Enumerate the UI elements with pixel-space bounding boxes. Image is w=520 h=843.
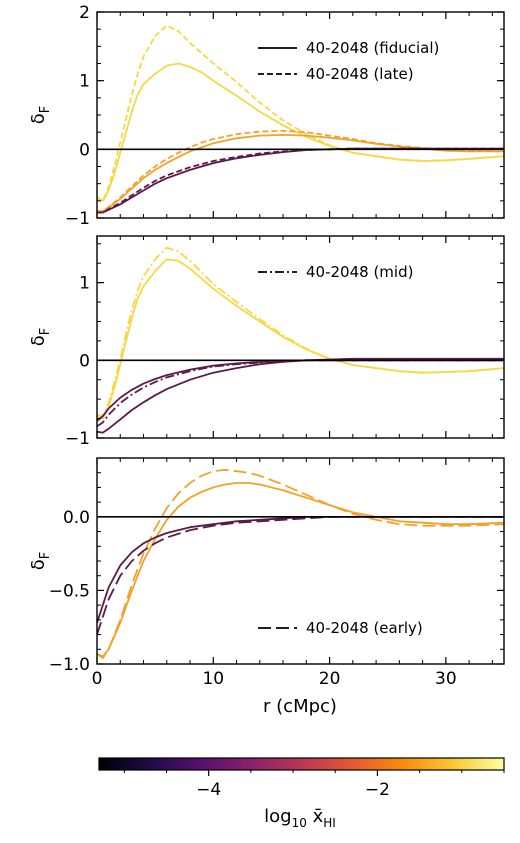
panel-top: −1 0 1 2 δF 40-2048 (fiducial) 40-2048 (late…	[28, 3, 505, 229]
series-line-bottom-0	[97, 482, 504, 658]
series-line-top-4	[97, 147, 504, 214]
legend-label: 40-2048 (late)	[306, 65, 414, 83]
panel-middle-ylabel: δF	[28, 328, 53, 347]
legend-label: 40-2048 (early)	[306, 619, 423, 637]
legend-label: 40-2048 (fiducial)	[306, 39, 439, 57]
colorbar-ticks: −4 −2	[123, 770, 505, 800]
y-tick-label: 0	[79, 351, 90, 371]
series-line-top-2	[97, 134, 504, 212]
x-tick-label: 0	[92, 669, 103, 689]
x-tick-label: 30	[435, 669, 457, 689]
y-tick-label: 0.0	[63, 508, 90, 528]
colorbar: −4 −2 log10 x̄HI	[98, 757, 505, 830]
series-line-middle-1	[97, 246, 504, 418]
panel-top-series	[97, 24, 504, 214]
panel-top-frame	[96, 11, 505, 219]
colorbar-gradient	[98, 757, 505, 771]
y-tick-label: 2	[79, 3, 90, 23]
colorbar-label: log10 x̄HI	[264, 806, 336, 830]
panel-bottom-ylabel: δF	[28, 552, 53, 571]
legend-label: 40-2048 (mid)	[306, 263, 413, 281]
panel-top-legend: 40-2048 (fiducial) 40-2048 (late)	[258, 39, 439, 83]
panel-bottom-frame	[96, 457, 505, 665]
x-axis-label: r (cMpc)	[263, 696, 337, 717]
panel-middle-frame	[96, 235, 505, 439]
series-line-top-3	[97, 129, 504, 212]
panel-middle: −1 0 1 δF 40-2048 (mid)	[28, 235, 505, 449]
panel-middle-legend: 40-2048 (mid)	[258, 263, 413, 281]
panel-middle-series	[97, 246, 504, 434]
x-tick-label: 20	[319, 669, 341, 689]
y-tick-label: 1	[79, 274, 90, 294]
y-tick-label: −1	[65, 429, 90, 449]
y-tick-label: −0.5	[49, 581, 90, 601]
panel-bottom-legend: 40-2048 (early)	[258, 619, 423, 637]
panel-middle-ticks: −1 0 1	[65, 236, 504, 449]
y-tick-label: −1.0	[49, 655, 90, 675]
series-line-middle-4	[97, 359, 504, 428]
panel-bottom-ticks: −1.0 −0.5 0.0 0 10 20 30	[49, 457, 504, 689]
series-line-middle-3	[97, 359, 504, 422]
x-tick-label: 10	[202, 669, 224, 689]
panel-bottom: −1.0 −0.5 0.0 0 10 20 30 δF 40-2048 (early) r …	[28, 457, 505, 717]
series-line-top-5	[97, 147, 504, 214]
series-line-bottom-1	[97, 468, 504, 659]
y-tick-label: 0	[79, 140, 90, 160]
y-tick-label: 1	[79, 72, 90, 92]
y-tick-label: −1	[65, 209, 90, 229]
panel-top-ylabel: δF	[28, 106, 53, 125]
series-line-top-1	[97, 24, 504, 202]
colorbar-tick-label: −4	[196, 780, 221, 800]
colorbar-tick-label: −2	[365, 780, 390, 800]
panel-top-ticks: −1 0 1 2	[65, 3, 504, 229]
panel-bottom-series	[97, 468, 504, 659]
series-line-middle-2	[97, 357, 504, 434]
